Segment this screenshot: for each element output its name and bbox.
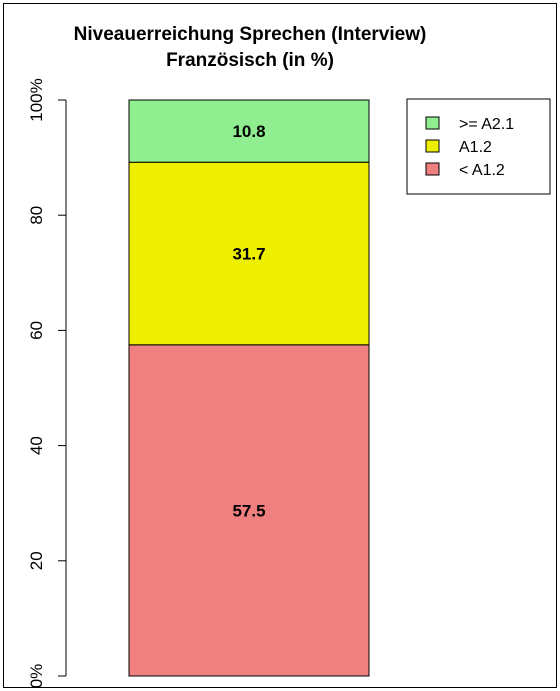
legend-swatch [425, 162, 440, 176]
bar-stack: 57.5 31.7 10.8 [128, 99, 370, 677]
chart-subtitle: Französisch (in %) [166, 50, 334, 71]
legend-swatch [425, 116, 440, 130]
legend-swatch [425, 139, 440, 153]
y-tick-label: 80 [27, 206, 46, 225]
bar-segment [128, 99, 370, 163]
y-tick-label: 0% [27, 664, 46, 689]
y-tick-label: 60 [27, 321, 46, 340]
legend-label: < A1.2 [459, 162, 505, 179]
data-label: 57.5 [232, 501, 265, 520]
legend-label: >= A2.1 [459, 116, 514, 133]
data-label: 31.7 [232, 245, 265, 264]
legend-label: A1.2 [459, 139, 492, 156]
bar-segment [128, 344, 370, 677]
y-tick-label: 40 [27, 436, 46, 455]
y-tick-label: 100% [27, 78, 46, 121]
bar-segment [128, 161, 370, 346]
legend: >= A2.1 A1.2 < A1.2 [406, 98, 551, 195]
data-label: 10.8 [232, 122, 265, 141]
chart-title: Niveauerreichung Sprechen (Interview) [74, 24, 427, 45]
y-tick-label: 20 [27, 551, 46, 570]
y-axis: 0% 20 40 60 80 100% [27, 78, 67, 689]
